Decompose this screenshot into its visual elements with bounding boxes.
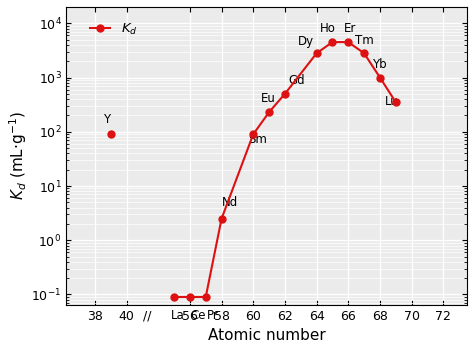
Text: Ho: Ho <box>320 22 336 35</box>
Text: Tm: Tm <box>355 34 374 47</box>
Y-axis label: $K_d$ (mL·g$^{-1}$): $K_d$ (mL·g$^{-1}$) <box>7 111 28 200</box>
Text: Ce: Ce <box>190 309 205 322</box>
Text: Er: Er <box>344 22 356 35</box>
Text: La: La <box>171 309 185 322</box>
Text: Yb: Yb <box>372 58 387 71</box>
Text: Dy: Dy <box>298 35 314 48</box>
Text: Sm: Sm <box>248 133 267 146</box>
Text: Gd: Gd <box>288 74 305 86</box>
Text: Lu: Lu <box>385 94 399 107</box>
Text: Eu: Eu <box>261 92 276 105</box>
Text: Pr: Pr <box>207 309 219 322</box>
Text: Nd: Nd <box>221 196 238 209</box>
Text: Y: Y <box>103 113 110 126</box>
X-axis label: Atomic number: Atomic number <box>208 328 326 343</box>
Legend: $\mathit{K}_d$: $\mathit{K}_d$ <box>85 16 143 42</box>
Text: //: // <box>143 309 151 322</box>
